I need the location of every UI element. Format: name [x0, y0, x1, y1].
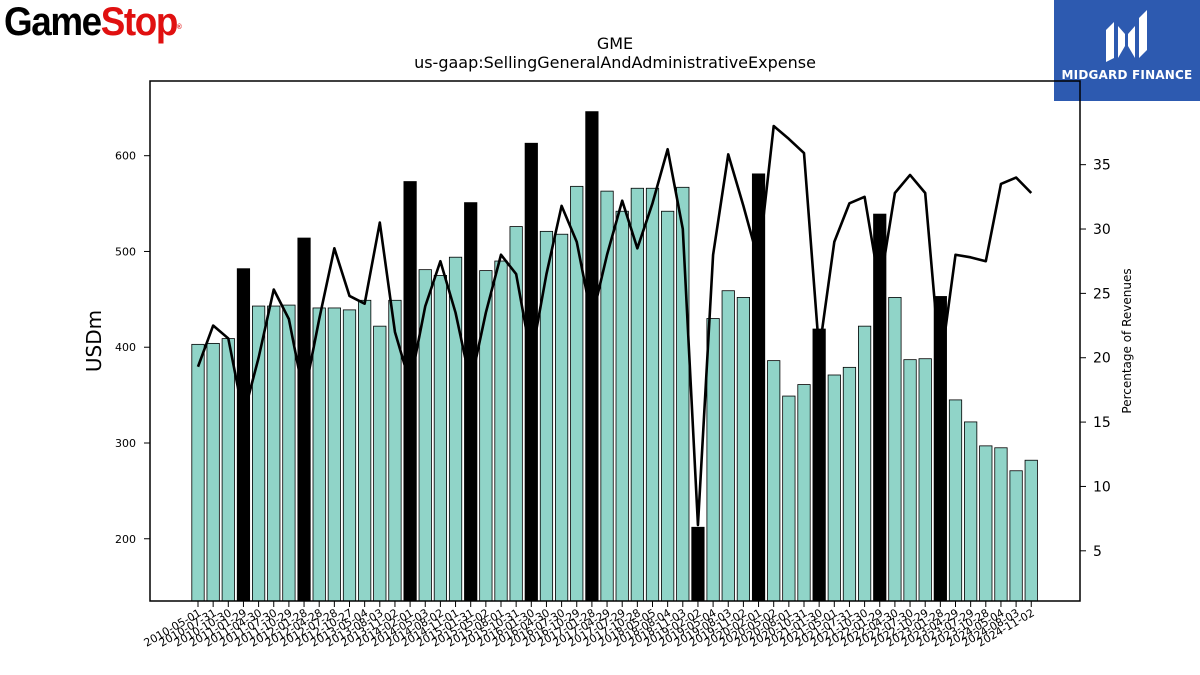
sga-bar: [327, 307, 341, 602]
sga-bar: [903, 359, 917, 602]
sga-bar: [312, 307, 326, 602]
sga-bar: [767, 360, 781, 602]
sga-bar: [858, 325, 872, 602]
sga-bar: [282, 304, 296, 602]
sga-bar: [509, 226, 523, 602]
midgard-finance-logo: MIDGARD FINANCE: [1054, 0, 1200, 101]
sga-bar: [479, 270, 493, 602]
sga-bar: [342, 309, 357, 602]
sga-bar: [251, 305, 266, 602]
sga-bar: [191, 343, 205, 602]
y-axis-label: USDm: [82, 310, 106, 372]
sga-bar: [782, 395, 796, 602]
sga-bar: [842, 366, 857, 602]
sga-bar: [1009, 470, 1023, 602]
bars-layer: [191, 111, 1038, 602]
sga-bar: [615, 210, 629, 602]
sga-bar: [630, 187, 644, 602]
y2-tick-label: 5: [1093, 544, 1102, 560]
sga-bar: [297, 237, 311, 602]
y2-tick-label: 30: [1093, 222, 1111, 238]
y2-axis-label: Percentage of Revenues: [1120, 268, 1134, 413]
sga-bar: [1024, 459, 1038, 602]
sga-bar: [979, 445, 993, 602]
sga-bar: [585, 111, 599, 602]
y2-tick-label: 15: [1093, 415, 1111, 431]
gamestop-logo-stop: Stop: [100, 0, 179, 44]
sga-bar: [873, 213, 887, 602]
sga-bar: [524, 142, 538, 602]
sga-bar: [827, 374, 841, 602]
sga-bar: [736, 297, 751, 602]
sga-bar: [539, 230, 554, 602]
sga-bar: [691, 526, 705, 602]
sga-bar: [797, 384, 811, 602]
sga-bar: [236, 268, 251, 602]
x-axis: 2010-05-012010-07-312010-10-302011-01-29…: [142, 601, 1037, 650]
chart-subtitle: us-gaap:SellingGeneralAndAdministrativeE…: [414, 53, 816, 72]
y-tick-label: 500: [115, 245, 136, 258]
chart-title: GME: [597, 34, 633, 53]
sga-bar: [418, 269, 432, 602]
y-tick-label: 200: [115, 533, 136, 546]
sga-bar: [403, 181, 417, 602]
sga-bar: [751, 173, 766, 602]
sga-bar: [964, 421, 978, 602]
y2-tick-label: 20: [1093, 351, 1111, 367]
midgard-brand-text: MIDGARD FINANCE: [1061, 68, 1193, 82]
sga-bar: [645, 187, 660, 602]
gamestop-logo-game: Game: [4, 0, 102, 44]
sga-bar: [948, 399, 963, 602]
plot-frame: [149, 80, 1081, 602]
sga-bar: [721, 290, 735, 602]
sga-bar: [888, 297, 902, 602]
y2-tick-label: 25: [1093, 286, 1111, 302]
sga-bar: [994, 447, 1008, 602]
y2-tick-label: 10: [1093, 479, 1111, 495]
y2-tick-label: 35: [1093, 158, 1111, 174]
y-tick-label: 300: [115, 437, 136, 450]
y-axis: 200 300 400 500 600: [115, 150, 150, 546]
sga-bar: [706, 318, 720, 602]
pct-revenue-line: [196, 124, 1033, 527]
sga-bar: [555, 233, 569, 602]
y-tick-label: 600: [115, 150, 136, 163]
y-tick-label: 400: [115, 341, 136, 354]
sga-bar: [221, 338, 235, 602]
sga-bar: [918, 358, 932, 602]
sga-bar: [373, 325, 387, 602]
sga-bar: [433, 274, 448, 602]
sga-bar: [206, 342, 220, 602]
line-layer: [196, 124, 1033, 527]
gamestop-logo-tm: ®: [177, 24, 182, 31]
sga-bar: [812, 328, 826, 602]
sga-bar: [494, 260, 508, 602]
sga-bar: [661, 210, 675, 602]
sga-bar: [464, 202, 478, 602]
sga-bar: [267, 305, 281, 602]
gamestop-logo: GameStop®: [4, 0, 182, 44]
sga-bar: [358, 299, 372, 602]
midgard-emblem-icon: [1106, 10, 1147, 62]
y2-axis: 5 10 15 20 25 30 35: [1080, 158, 1111, 560]
